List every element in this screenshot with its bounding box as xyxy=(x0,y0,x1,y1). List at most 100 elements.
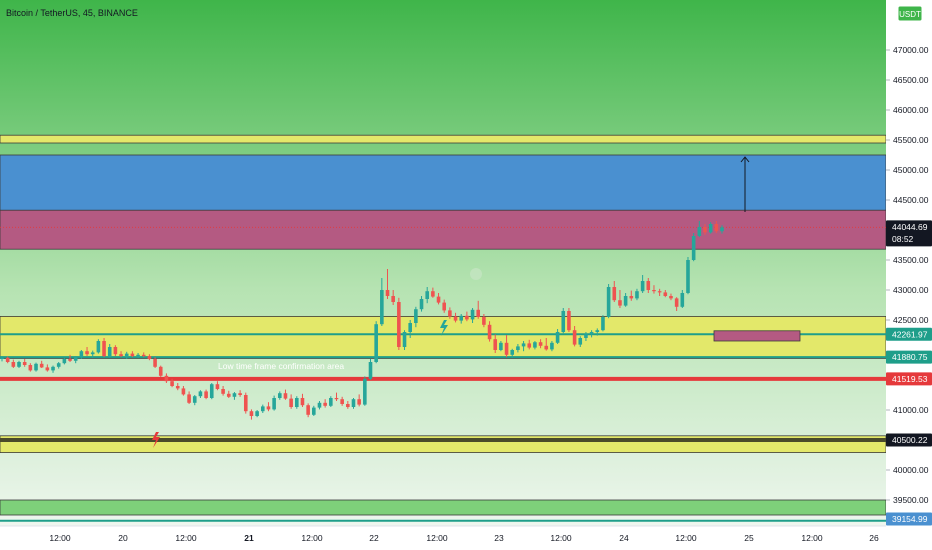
candle-body xyxy=(538,342,543,346)
candle-body xyxy=(363,378,367,405)
candle-body xyxy=(612,287,617,301)
price-label-red xyxy=(886,372,932,386)
candle xyxy=(391,290,395,305)
candle-body xyxy=(431,291,435,297)
x-tick-label: 12:00 xyxy=(801,533,823,543)
candle-body xyxy=(283,393,288,399)
candle xyxy=(164,373,169,383)
candle-body xyxy=(295,398,299,407)
candle-body xyxy=(368,362,373,379)
candle-body xyxy=(686,260,690,293)
y-tick-label: 42500.00 xyxy=(893,315,929,325)
candle xyxy=(107,344,112,358)
candle-body xyxy=(623,296,628,306)
candle-body xyxy=(243,395,248,412)
candle-body xyxy=(453,316,458,321)
candle xyxy=(283,389,288,400)
candle-body xyxy=(181,388,186,395)
candle-body xyxy=(147,356,152,359)
candle-body xyxy=(39,363,44,368)
candle-body xyxy=(618,300,622,306)
candle-body xyxy=(419,299,424,310)
candle xyxy=(255,410,259,418)
candle xyxy=(277,391,282,400)
candle xyxy=(79,350,84,359)
candle-body xyxy=(56,363,61,367)
candle xyxy=(572,326,577,347)
candle-body xyxy=(657,291,662,293)
candle xyxy=(260,404,265,413)
arrow-head-icon xyxy=(740,156,750,163)
candle-body xyxy=(90,352,95,355)
candle-body xyxy=(17,362,21,367)
candle xyxy=(703,224,707,235)
candle xyxy=(215,381,220,391)
candle-body xyxy=(567,311,571,331)
candle xyxy=(226,390,231,398)
candle-body xyxy=(357,399,361,405)
candle-body xyxy=(465,315,469,320)
candle xyxy=(436,293,441,305)
candle-body xyxy=(601,317,605,331)
candle xyxy=(323,399,327,408)
candle-body xyxy=(691,236,696,260)
candle xyxy=(589,330,594,338)
candle xyxy=(28,363,33,372)
candle xyxy=(181,386,186,396)
candle xyxy=(62,357,67,365)
y-tick-label: 47000.00 xyxy=(893,45,929,55)
candle-body xyxy=(130,353,135,356)
zone-blue xyxy=(0,154,887,213)
candle xyxy=(669,293,673,301)
candle xyxy=(544,338,549,351)
candle xyxy=(555,329,560,344)
y-tick-label: 39500.00 xyxy=(893,495,929,505)
candle-body xyxy=(402,332,407,347)
candle-body xyxy=(249,411,254,416)
candle xyxy=(5,356,10,364)
candle xyxy=(73,356,78,364)
candle-body xyxy=(164,375,169,382)
zone-green xyxy=(0,499,887,516)
chart-title: Bitcoin / TetherUS, 45, BINANCE xyxy=(6,8,138,18)
candle-body xyxy=(493,339,498,350)
candle xyxy=(425,287,429,304)
candle-body xyxy=(346,404,350,407)
candle xyxy=(442,299,447,313)
currency-label: USDT xyxy=(899,10,921,19)
price-labels: 44044.69 08:52 42261.97 41880.75 41519.53 405… xyxy=(886,220,932,526)
candle xyxy=(39,360,44,368)
y-tick-label: 41000.00 xyxy=(893,405,929,415)
candle-body xyxy=(277,393,282,398)
candle-body xyxy=(62,359,67,364)
x-tick-label: 21 xyxy=(244,533,254,543)
price-label-dark xyxy=(886,433,932,447)
candle xyxy=(85,347,89,356)
price-label-text: 41519.53 xyxy=(892,374,928,384)
y-axis-ticks: 47000.00 46500.00 46000.00 45500.00 45000.00… xyxy=(886,45,929,505)
price-axis[interactable] xyxy=(886,0,932,550)
x-tick-label: 12:00 xyxy=(301,533,323,543)
candle xyxy=(56,362,61,369)
candle-body xyxy=(221,389,225,394)
x-tick-label: 22 xyxy=(369,533,379,543)
candle xyxy=(90,350,95,358)
candle xyxy=(708,222,713,234)
candle-body xyxy=(28,365,33,371)
candle-body xyxy=(555,332,560,343)
candle-body xyxy=(510,350,515,355)
currency-button[interactable] xyxy=(897,5,923,22)
candle xyxy=(334,392,339,401)
candle xyxy=(680,290,685,308)
candle-body xyxy=(414,309,418,323)
time-axis[interactable] xyxy=(0,526,886,550)
candle-body xyxy=(578,338,583,345)
candle xyxy=(606,284,611,319)
candle-body xyxy=(476,309,481,317)
y-tick-label: 45000.00 xyxy=(893,165,929,175)
candle xyxy=(584,332,588,341)
candle-body xyxy=(266,406,271,410)
candle-body xyxy=(198,391,203,397)
candle xyxy=(595,328,600,336)
